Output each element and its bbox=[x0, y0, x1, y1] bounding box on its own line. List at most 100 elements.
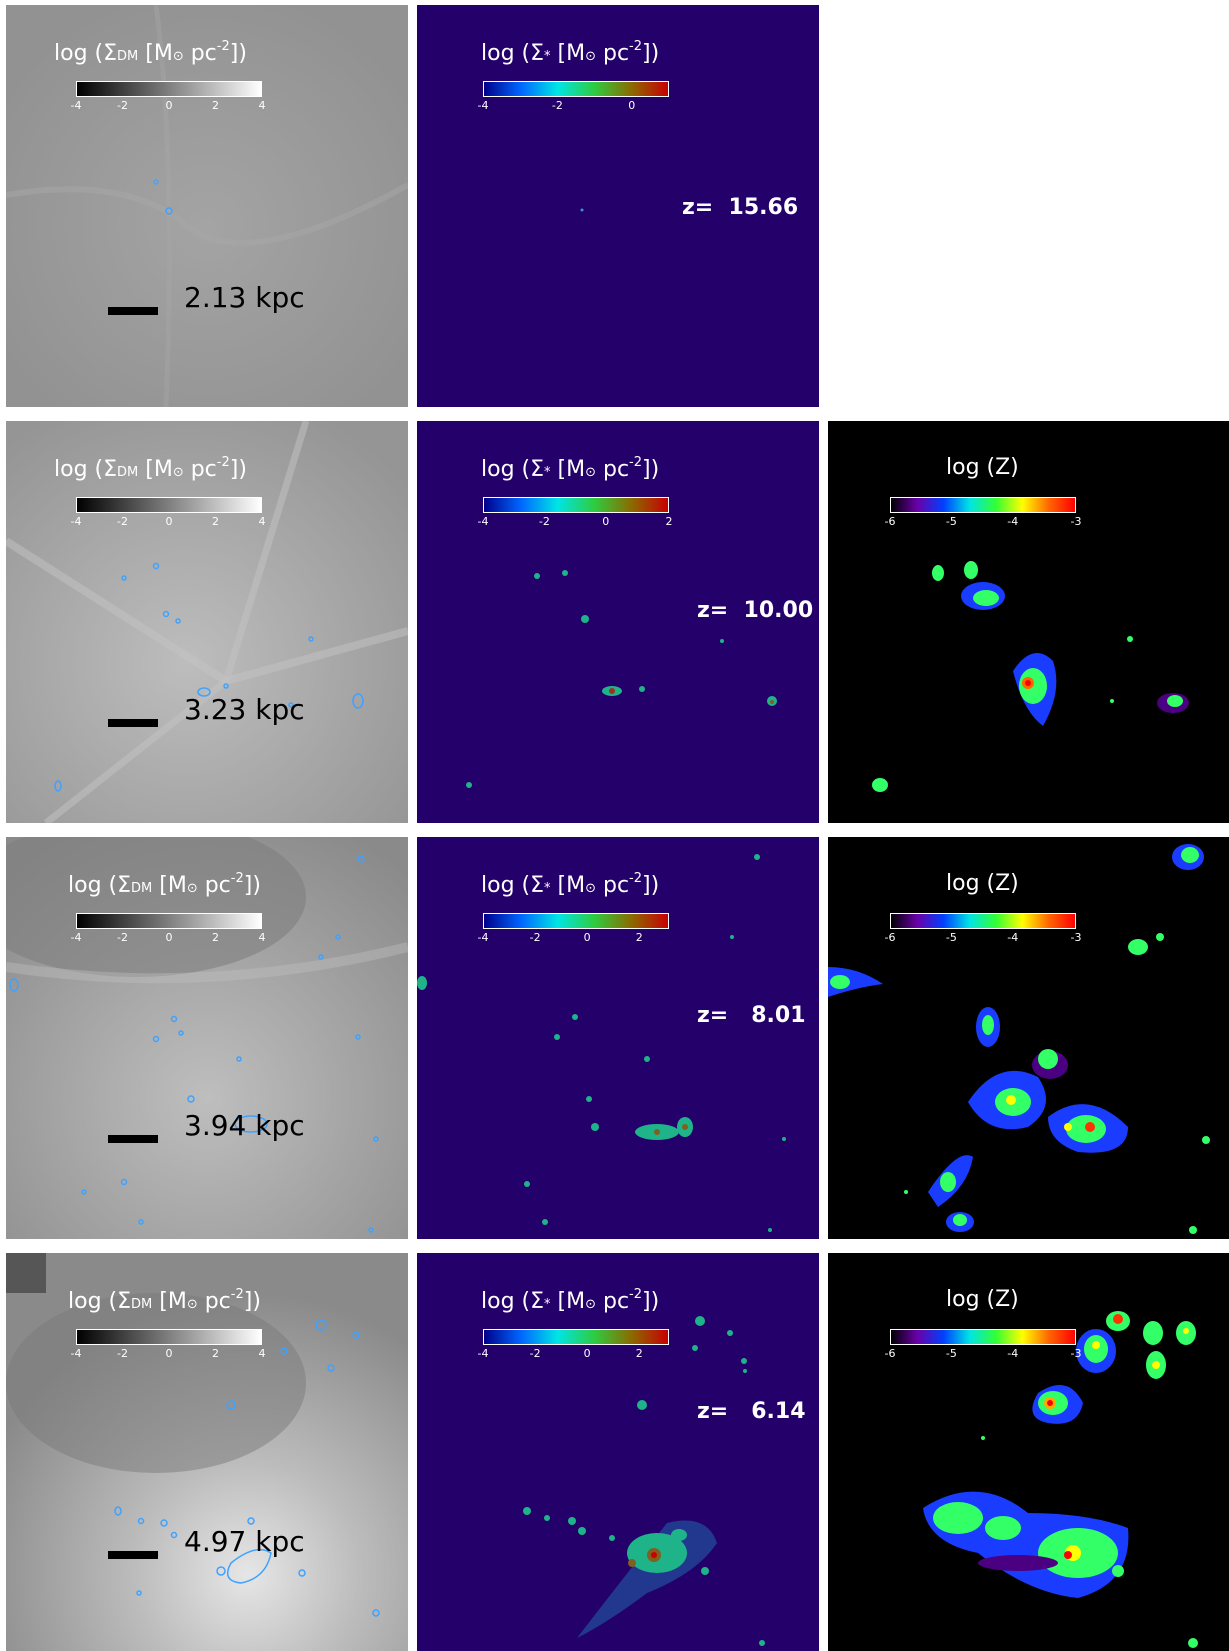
dm-colorbar-ticks: -4 -2 0 2 4 bbox=[76, 931, 262, 941]
metallicity-map bbox=[828, 837, 1229, 1239]
scale-bar bbox=[108, 307, 158, 315]
redshift-label: z= 6.14 bbox=[697, 1399, 806, 1424]
stars-panel-row4: log (Σ* [M⊙ pc-2]) -4 -2 0 2 z= 6.14 bbox=[417, 1253, 819, 1651]
tick-label: -3 bbox=[1071, 931, 1082, 944]
metal-colorbar-title: log (Z) bbox=[946, 1287, 1019, 1312]
scale-label: 2.13 kpc bbox=[184, 281, 305, 314]
tick-label: 0 bbox=[602, 515, 609, 528]
redshift-label: z= 15.66 bbox=[682, 195, 798, 220]
tick-label: -4 bbox=[1007, 515, 1018, 528]
tick-label: 4 bbox=[259, 1347, 266, 1360]
tick-label: 2 bbox=[636, 931, 643, 944]
tick-label: -4 bbox=[71, 99, 82, 112]
tick-label: -3 bbox=[1071, 1347, 1082, 1360]
tick-label: 2 bbox=[212, 931, 219, 944]
dm-colorbar-title: log (ΣDM [M⊙ pc-2]) bbox=[68, 871, 261, 898]
stars-colorbar bbox=[483, 497, 669, 513]
dm-panel-row3: log (ΣDM [M⊙ pc-2]) -4 -2 0 2 4 3.94 kpc bbox=[6, 837, 408, 1239]
dm-panel-row1: log (ΣDM [M⊙ pc-2]) -4 -2 0 2 4 2.13 kpc bbox=[6, 5, 408, 407]
metal-colorbar-ticks: -6 -5 -4 -3 bbox=[890, 1347, 1076, 1357]
metallicity-map bbox=[828, 421, 1229, 823]
tick-label: -6 bbox=[885, 515, 896, 528]
tick-label: -5 bbox=[946, 1347, 957, 1360]
stars-colorbar-ticks: -4 -2 0 bbox=[483, 99, 669, 109]
dm-colorbar bbox=[76, 1329, 262, 1345]
dm-panel-row4: log (ΣDM [M⊙ pc-2]) -4 -2 0 2 4 4.97 kpc bbox=[6, 1253, 408, 1651]
tick-label: -6 bbox=[885, 931, 896, 944]
metal-colorbar-title: log (Z) bbox=[946, 871, 1019, 896]
stars-panel-row2: log (Σ* [M⊙ pc-2]) -4 -2 0 2 z= 10.00 bbox=[417, 421, 819, 823]
scale-bar bbox=[108, 1135, 158, 1143]
tick-label: 2 bbox=[636, 1347, 643, 1360]
stars-colorbar bbox=[483, 81, 669, 97]
tick-label: -2 bbox=[552, 99, 563, 112]
stars-colorbar-title: log (Σ* [M⊙ pc-2]) bbox=[481, 39, 659, 66]
metal-panel-row4: log (Z) -6 -5 -4 -3 bbox=[828, 1253, 1229, 1651]
tick-label: 4 bbox=[259, 931, 266, 944]
tick-label: -4 bbox=[71, 1347, 82, 1360]
dm-panel-row2: log (ΣDM [M⊙ pc-2]) -4 -2 0 2 4 3.23 kpc bbox=[6, 421, 408, 823]
stars-colorbar bbox=[483, 1329, 669, 1345]
metal-panel-row2: log (Z) -6 -5 -4 -3 bbox=[828, 421, 1229, 823]
stars-colorbar-ticks: -4 -2 0 2 bbox=[483, 931, 669, 941]
metal-colorbar-title: log (Z) bbox=[946, 455, 1019, 480]
metal-colorbar-ticks: -6 -5 -4 -3 bbox=[890, 515, 1076, 525]
tick-label: -2 bbox=[117, 931, 128, 944]
dm-colorbar-ticks: -4 -2 0 2 4 bbox=[76, 1347, 262, 1357]
tick-label: -6 bbox=[885, 1347, 896, 1360]
dm-colorbar-title: log (ΣDM [M⊙ pc-2]) bbox=[54, 39, 247, 66]
metallicity-map bbox=[828, 1253, 1229, 1651]
tick-label: -5 bbox=[946, 931, 957, 944]
dm-colorbar-title: log (ΣDM [M⊙ pc-2]) bbox=[54, 455, 247, 482]
tick-label: 2 bbox=[666, 515, 673, 528]
tick-label: -2 bbox=[117, 1347, 128, 1360]
redshift-label: z= 10.00 bbox=[697, 598, 813, 623]
dm-colorbar bbox=[76, 497, 262, 513]
tick-label: -2 bbox=[530, 1347, 541, 1360]
stars-colorbar-ticks: -4 -2 0 2 bbox=[483, 1347, 669, 1357]
tick-label: 2 bbox=[212, 1347, 219, 1360]
tick-label: -3 bbox=[1071, 515, 1082, 528]
stars-panel-row3: log (Σ* [M⊙ pc-2]) -4 -2 0 2 z= 8.01 bbox=[417, 837, 819, 1239]
metal-colorbar bbox=[890, 1329, 1076, 1345]
tick-label: -4 bbox=[478, 931, 489, 944]
dm-colorbar-title: log (ΣDM [M⊙ pc-2]) bbox=[68, 1287, 261, 1314]
tick-label: 2 bbox=[212, 99, 219, 112]
stars-panel-row1: log (Σ* [M⊙ pc-2]) -4 -2 0 z= 15.66 bbox=[417, 5, 819, 407]
metal-colorbar-ticks: -6 -5 -4 -3 bbox=[890, 931, 1076, 941]
tick-label: 4 bbox=[259, 99, 266, 112]
tick-label: 0 bbox=[166, 1347, 173, 1360]
metal-panel-row3: log (Z) -6 -5 -4 -3 bbox=[828, 837, 1229, 1239]
metal-colorbar bbox=[890, 497, 1076, 513]
dm-colorbar-ticks: -4 -2 0 2 4 bbox=[76, 515, 262, 525]
dm-colorbar bbox=[76, 81, 262, 97]
scale-bar bbox=[108, 1551, 158, 1559]
tick-label: 0 bbox=[166, 931, 173, 944]
tick-label: 0 bbox=[584, 931, 591, 944]
stars-colorbar-ticks: -4 -2 0 2 bbox=[483, 515, 669, 525]
tick-label: -4 bbox=[478, 1347, 489, 1360]
dm-colorbar bbox=[76, 913, 262, 929]
stars-colorbar-title: log (Σ* [M⊙ pc-2]) bbox=[481, 871, 659, 898]
tick-label: 0 bbox=[584, 1347, 591, 1360]
tick-label: -4 bbox=[478, 515, 489, 528]
tick-label: -4 bbox=[1007, 931, 1018, 944]
stars-colorbar-title: log (Σ* [M⊙ pc-2]) bbox=[481, 1287, 659, 1314]
tick-label: -2 bbox=[539, 515, 550, 528]
redshift-label: z= 8.01 bbox=[697, 1003, 806, 1028]
tick-label: -2 bbox=[530, 931, 541, 944]
scale-label: 4.97 kpc bbox=[184, 1525, 305, 1558]
tick-label: 0 bbox=[628, 99, 635, 112]
tick-label: 2 bbox=[212, 515, 219, 528]
metal-colorbar bbox=[890, 913, 1076, 929]
stars-colorbar-title: log (Σ* [M⊙ pc-2]) bbox=[481, 455, 659, 482]
scale-label: 3.94 kpc bbox=[184, 1109, 305, 1142]
tick-label: -4 bbox=[478, 99, 489, 112]
tick-label: 0 bbox=[166, 515, 173, 528]
tick-label: -2 bbox=[117, 515, 128, 528]
stars-colorbar bbox=[483, 913, 669, 929]
tick-label: -4 bbox=[71, 515, 82, 528]
tick-label: -4 bbox=[71, 931, 82, 944]
dm-colorbar-ticks: -4 -2 0 2 4 bbox=[76, 99, 262, 109]
tick-label: 0 bbox=[166, 99, 173, 112]
